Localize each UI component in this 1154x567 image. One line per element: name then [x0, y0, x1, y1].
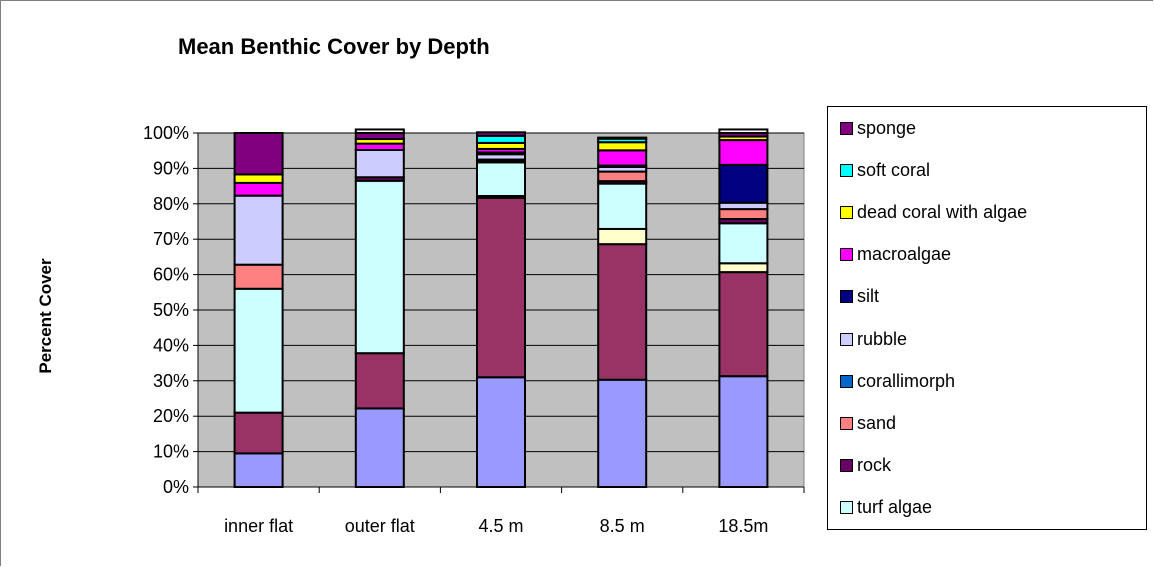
bar-segment — [476, 161, 526, 198]
bar-segment — [354, 128, 405, 135]
bar-segment — [718, 271, 769, 378]
axes: 0% 10% 20% 30% 40% 50% 60% 70% 80% 90% 100% inner f… — [143, 123, 805, 536]
bar-segment — [233, 263, 284, 290]
y-tick-label: 90% — [153, 158, 189, 178]
bar-segment — [597, 378, 648, 489]
legend-label: rubble — [857, 328, 908, 349]
y-tick-label: 100% — [143, 123, 189, 143]
bar-segment — [718, 139, 769, 166]
legend-item: silt — [840, 286, 879, 308]
legend-item: rock — [840, 455, 891, 477]
bar-segment — [233, 194, 284, 266]
chart-title: Mean Benthic Cover by Depth — [178, 34, 490, 59]
bar-segment — [476, 134, 526, 144]
y-tick-label: 0% — [163, 477, 189, 497]
legend-swatch — [840, 332, 853, 346]
y-tick-label: 70% — [153, 229, 189, 249]
bar-segment — [597, 149, 648, 167]
legend-swatch — [840, 205, 853, 219]
bar-segment — [476, 196, 526, 379]
bar-segment — [597, 227, 648, 246]
legend-label: macroalgae — [857, 244, 952, 265]
legend-label: sand — [857, 412, 897, 433]
bar-segment — [718, 208, 769, 221]
legend-swatch — [840, 459, 853, 473]
legend-item: rubble — [840, 328, 907, 350]
bar-segment — [597, 243, 648, 381]
y-tick-label: 40% — [153, 335, 189, 355]
legend-swatch — [840, 374, 853, 388]
legend-item: macroalgae — [840, 244, 951, 266]
legend-label: corallimorph — [857, 370, 956, 391]
y-tick-label: 30% — [153, 371, 189, 391]
legend-swatch — [840, 248, 853, 262]
y-tick-label: 60% — [153, 265, 189, 285]
legend-label: sponge — [857, 117, 917, 138]
x-tick-label: outer flat — [345, 516, 415, 536]
bar-segment — [597, 170, 648, 183]
y-tick-label: 10% — [153, 442, 189, 462]
bar-segment — [233, 452, 284, 488]
bar-segment — [718, 262, 769, 274]
legend-item: turf algae — [840, 497, 932, 519]
bar-segment — [233, 411, 284, 455]
bar-segment — [718, 375, 769, 488]
bar-segment — [597, 182, 648, 230]
legend-swatch — [840, 163, 853, 177]
bar-segment — [354, 179, 405, 355]
x-tick-label: 4.5 m — [478, 516, 523, 536]
legend-item: sponge — [840, 117, 916, 139]
legend-label: rock — [857, 455, 892, 476]
bar-segment — [354, 148, 405, 179]
legend-swatch — [840, 121, 853, 135]
legend-label: soft coral — [857, 159, 931, 180]
legend-label: turf algae — [857, 497, 933, 518]
legend-item: soft coral — [840, 159, 930, 181]
bar-segment — [354, 352, 405, 410]
bar-segment — [718, 163, 769, 204]
bar-segment — [233, 181, 284, 197]
legend-label: silt — [857, 286, 879, 307]
bar-segment — [597, 141, 648, 152]
legend-item: sand — [840, 412, 896, 434]
legend-label: dead coral with algae — [857, 201, 1028, 222]
y-tick-label: 50% — [153, 300, 189, 320]
bar-segment — [476, 376, 526, 489]
y-tick-label: 20% — [153, 406, 189, 426]
bar-segment — [476, 131, 526, 137]
x-tick-label: 8.5 m — [600, 516, 645, 536]
x-tick-label: 18.5m — [718, 516, 768, 536]
x-tick-label: inner flat — [224, 516, 293, 536]
bar-segment — [233, 287, 284, 414]
legend-swatch — [840, 416, 853, 430]
bar-segment — [233, 132, 284, 176]
bar-segment — [718, 222, 769, 265]
bar-segment — [233, 173, 284, 184]
legend-swatch — [840, 501, 853, 515]
bars — [233, 128, 769, 489]
y-tick-label: 80% — [153, 194, 189, 214]
legend: sponge soft coral dead coral with algae mac… — [827, 106, 1147, 530]
bar-segment — [354, 407, 405, 488]
bar-segment — [597, 136, 648, 140]
legend-item: corallimorph — [840, 370, 955, 392]
legend-swatch — [840, 290, 853, 304]
legend-item: dead coral with algae — [840, 201, 1027, 223]
bar-segment — [718, 128, 769, 135]
